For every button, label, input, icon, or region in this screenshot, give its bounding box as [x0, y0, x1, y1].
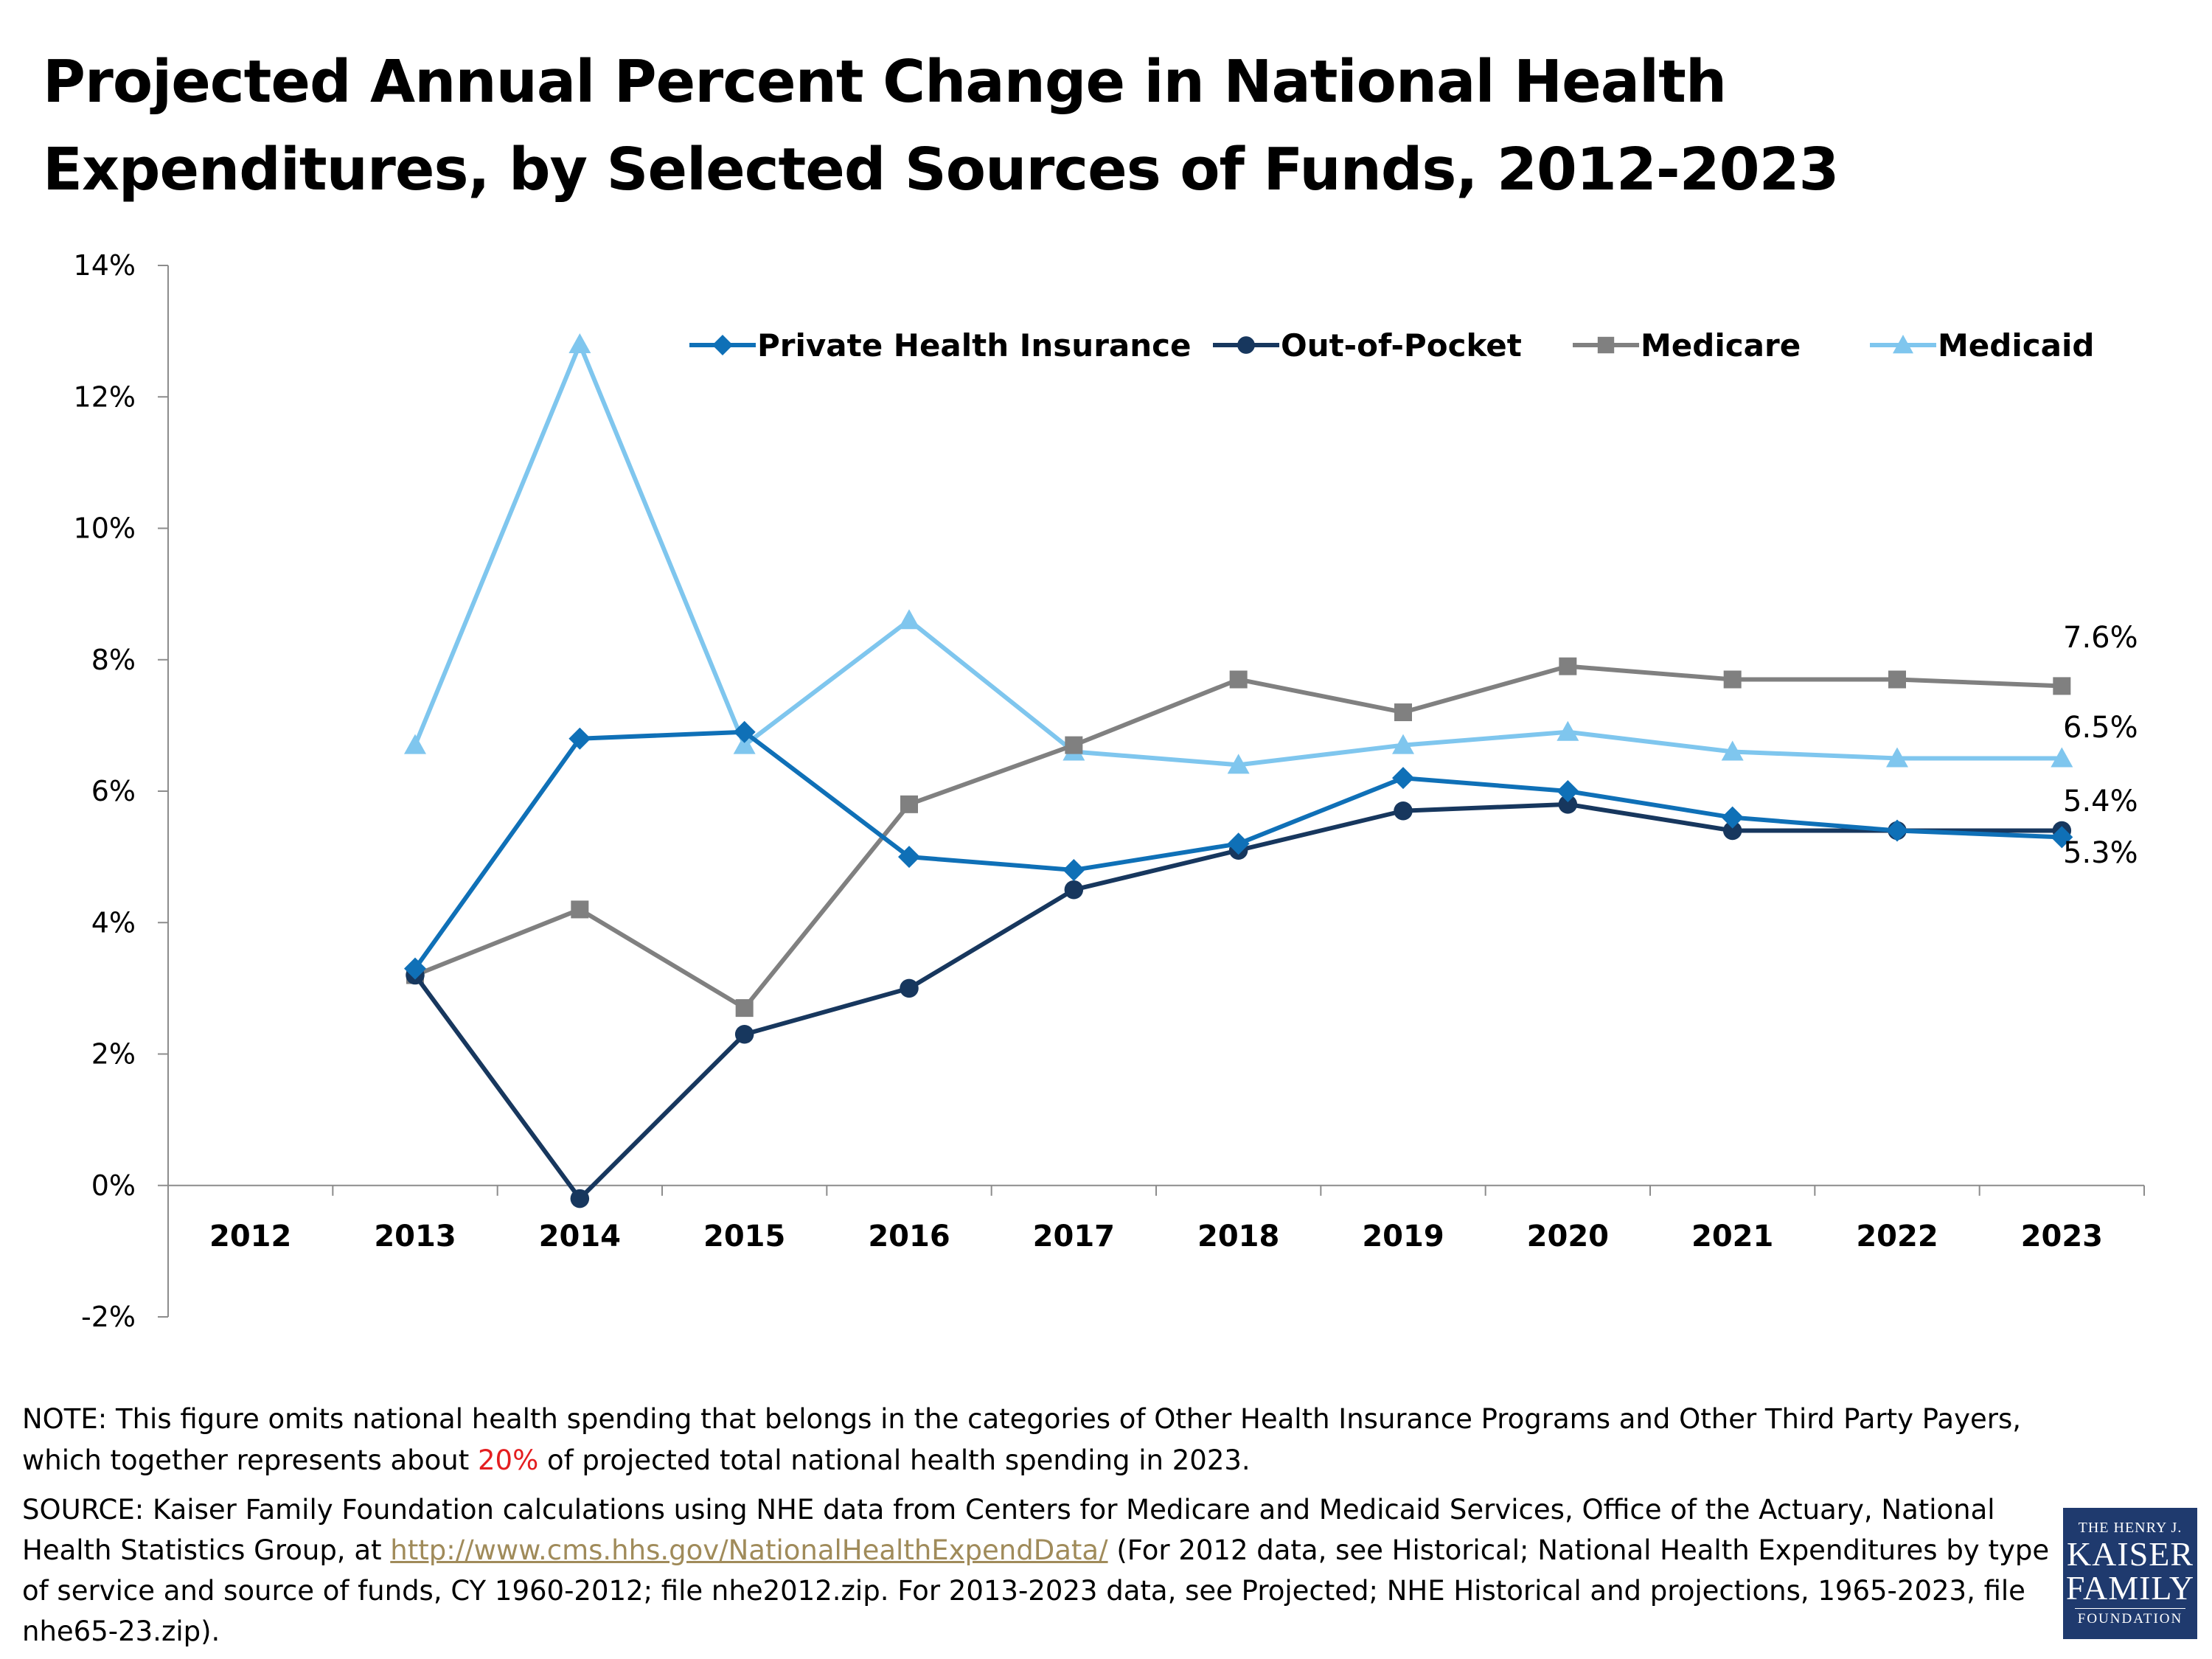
x-tick-label: 2012: [209, 1220, 291, 1253]
logo-line-4: FOUNDATION: [2075, 1608, 2185, 1630]
logo-line-2: KAISER: [2066, 1535, 2194, 1573]
data-point-private-health-insurance: [733, 720, 756, 743]
y-tick-label: 14%: [74, 249, 136, 282]
legend-marker-private-health-insurance: [712, 335, 733, 355]
end-value-label: 6.5%: [2063, 711, 2138, 745]
y-tick-label: 6%: [91, 775, 136, 807]
x-tick-label: 2015: [703, 1220, 785, 1253]
data-point-medicare: [1559, 657, 1577, 675]
end-value-label: 7.6%: [2063, 621, 2138, 655]
data-point-medicaid: [1721, 740, 1744, 761]
data-point-medicare: [1888, 670, 1906, 689]
end-value-label: 5.4%: [2063, 785, 2138, 818]
logo-line-1: THE HENRY J.: [2078, 1520, 2183, 1536]
data-point-medicaid: [404, 734, 426, 754]
data-point-medicare: [735, 999, 754, 1018]
data-point-out-of-pocket: [1722, 821, 1742, 841]
x-tick-label: 2022: [1856, 1220, 1938, 1253]
x-tick-label: 2013: [374, 1220, 456, 1253]
data-point-out-of-pocket: [734, 1025, 754, 1044]
legend-marker-medicaid: [1893, 335, 1913, 354]
chart-source: SOURCE: Kaiser Family Foundation calcula…: [22, 1489, 2057, 1652]
note-highlight: 20%: [478, 1444, 539, 1476]
data-point-medicare: [900, 795, 918, 813]
x-tick-label: 2018: [1197, 1220, 1279, 1253]
data-point-out-of-pocket: [1558, 795, 1578, 814]
y-tick-label: 0%: [91, 1169, 136, 1202]
data-point-medicare: [1229, 670, 1248, 689]
chart-title-line-1: Projected Annual Percent Change in Natio…: [43, 48, 1727, 116]
data-point-private-health-insurance: [404, 957, 426, 980]
data-point-medicaid: [1557, 720, 1579, 741]
x-tick-label: 2014: [539, 1220, 621, 1253]
data-point-medicare: [571, 900, 589, 919]
data-point-private-health-insurance: [568, 727, 591, 750]
chart-title-line-2: Expenditures, by Selected Sources of Fun…: [43, 136, 1840, 204]
data-point-medicaid: [1392, 734, 1414, 754]
legend-marker-medicare: [1597, 336, 1615, 354]
x-tick-label: 2023: [2021, 1220, 2103, 1253]
legend-marker-out-of-pocket: [1237, 336, 1255, 354]
end-value-label: 5.3%: [2063, 836, 2138, 870]
data-point-medicaid: [733, 734, 756, 754]
data-point-out-of-pocket: [900, 978, 919, 998]
chart-note: NOTE: This figure omits national health …: [22, 1399, 2057, 1481]
data-point-medicaid: [1227, 754, 1250, 774]
y-tick-label: 8%: [91, 644, 136, 676]
note-text: NOTE: This figure omits national health …: [22, 1403, 2022, 1476]
source-text-end: (For 2012 data, see Historical; National…: [22, 1534, 2050, 1647]
data-point-medicare: [2053, 677, 2071, 695]
data-point-private-health-insurance: [1557, 780, 1579, 802]
x-tick-label: 2019: [1362, 1220, 1444, 1253]
data-point-out-of-pocket: [1394, 801, 1413, 821]
logo-line-3: FAMILY: [2065, 1569, 2195, 1607]
y-tick-label: -2%: [81, 1301, 136, 1333]
data-point-out-of-pocket: [1064, 880, 1084, 900]
data-point-medicaid: [898, 609, 920, 630]
y-tick-label: 2%: [91, 1038, 136, 1071]
x-tick-label: 2020: [1527, 1220, 1609, 1253]
legend-label-medicaid: Medicaid: [1938, 327, 2094, 364]
data-point-medicare: [1065, 736, 1083, 754]
y-tick-label: 4%: [91, 906, 136, 939]
data-point-private-health-insurance: [2051, 826, 2073, 849]
data-point-private-health-insurance: [1886, 819, 1908, 842]
note-text-end: of projected total national health spend…: [538, 1444, 1251, 1476]
data-point-private-health-insurance: [1062, 858, 1085, 881]
data-point-out-of-pocket: [570, 1189, 590, 1208]
legend-label-private-health-insurance: Private Health Insurance: [757, 327, 1192, 364]
series-line-medicaid: [413, 341, 2062, 768]
data-point-medicaid: [1886, 747, 1908, 768]
data-point-medicaid: [568, 333, 591, 353]
data-point-private-health-insurance: [898, 846, 920, 869]
kaiser-family-foundation-logo: THE HENRY J. KAISER FAMILY FOUNDATION: [2063, 1508, 2197, 1639]
legend-label-out-of-pocket: Out-of-Pocket: [1281, 327, 1522, 364]
data-point-private-health-insurance: [1721, 806, 1744, 829]
x-tick-label: 2017: [1033, 1220, 1115, 1253]
data-point-private-health-insurance: [1227, 832, 1250, 855]
x-tick-label: 2016: [868, 1220, 950, 1253]
line-chart: -2% 0% 2% 4% 6% 8% 10% 12% 14% 2012 2013 2014 2015 20…: [74, 249, 2145, 1333]
data-point-medicare: [1723, 670, 1742, 689]
chart-title: Projected Annual Percent Change in Natio…: [43, 38, 2107, 214]
source-link[interactable]: http://www.cms.hhs.gov/NationalHealthExp…: [390, 1534, 1108, 1566]
data-point-private-health-insurance: [1392, 767, 1414, 790]
legend-label-medicare: Medicare: [1641, 327, 1801, 364]
data-point-medicaid: [2051, 747, 2073, 768]
series-line-out-of-pocket: [413, 801, 2062, 1201]
y-tick-label: 12%: [74, 380, 136, 413]
data-point-medicare: [1394, 703, 1412, 722]
x-tick-label: 2021: [1691, 1220, 1773, 1253]
y-tick-label: 10%: [74, 512, 136, 545]
source-text: SOURCE: Kaiser Family Foundation calcula…: [22, 1494, 1995, 1566]
